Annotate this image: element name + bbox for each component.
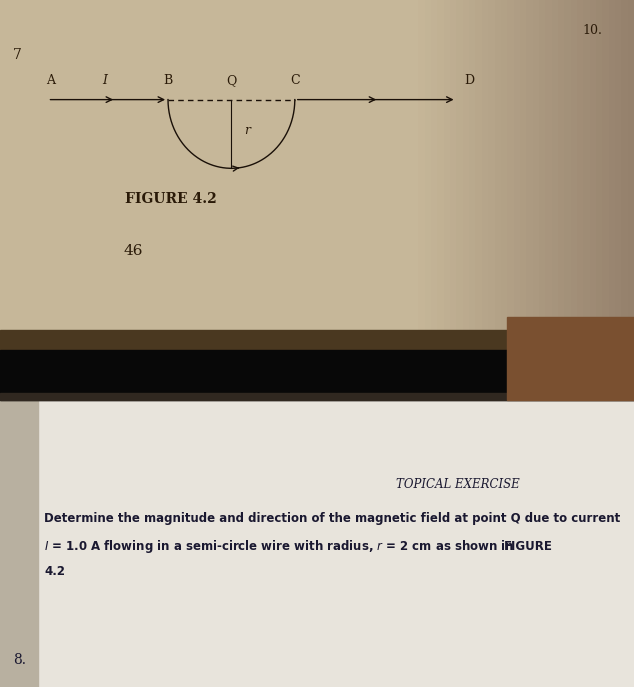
Text: D: D (464, 74, 474, 87)
Text: $I$ = 1.0 A flowing in a semi-circle wire with radius, $r$ = 2 cm as shown in: $I$ = 1.0 A flowing in a semi-circle wir… (44, 538, 515, 554)
Text: 4.2: 4.2 (44, 565, 65, 578)
Text: 46: 46 (124, 244, 143, 258)
Text: r: r (244, 124, 250, 137)
Text: I: I (102, 74, 107, 87)
Text: 10.: 10. (583, 24, 602, 37)
Text: TOPICAL EXERCISE: TOPICAL EXERCISE (396, 478, 520, 491)
Bar (0, 350, 634, 400)
Text: A: A (46, 74, 55, 87)
Bar (0, 393, 634, 400)
Text: C: C (290, 74, 300, 87)
Text: FIGURE 4.2: FIGURE 4.2 (126, 192, 217, 206)
Text: Q: Q (226, 74, 236, 87)
Bar (0, 0, 634, 346)
Text: B: B (164, 74, 172, 87)
Text: Determine the magnitude and direction of the magnetic field at point Q due to cu: Determine the magnitude and direction of… (44, 513, 621, 525)
Bar (0, 400, 634, 687)
Text: 7: 7 (13, 48, 22, 62)
Bar (0, 330, 634, 371)
Text: FIGURE: FIGURE (504, 540, 553, 552)
Bar (0, 400, 38, 687)
Bar (507, 317, 634, 400)
Text: 8.: 8. (13, 653, 26, 666)
